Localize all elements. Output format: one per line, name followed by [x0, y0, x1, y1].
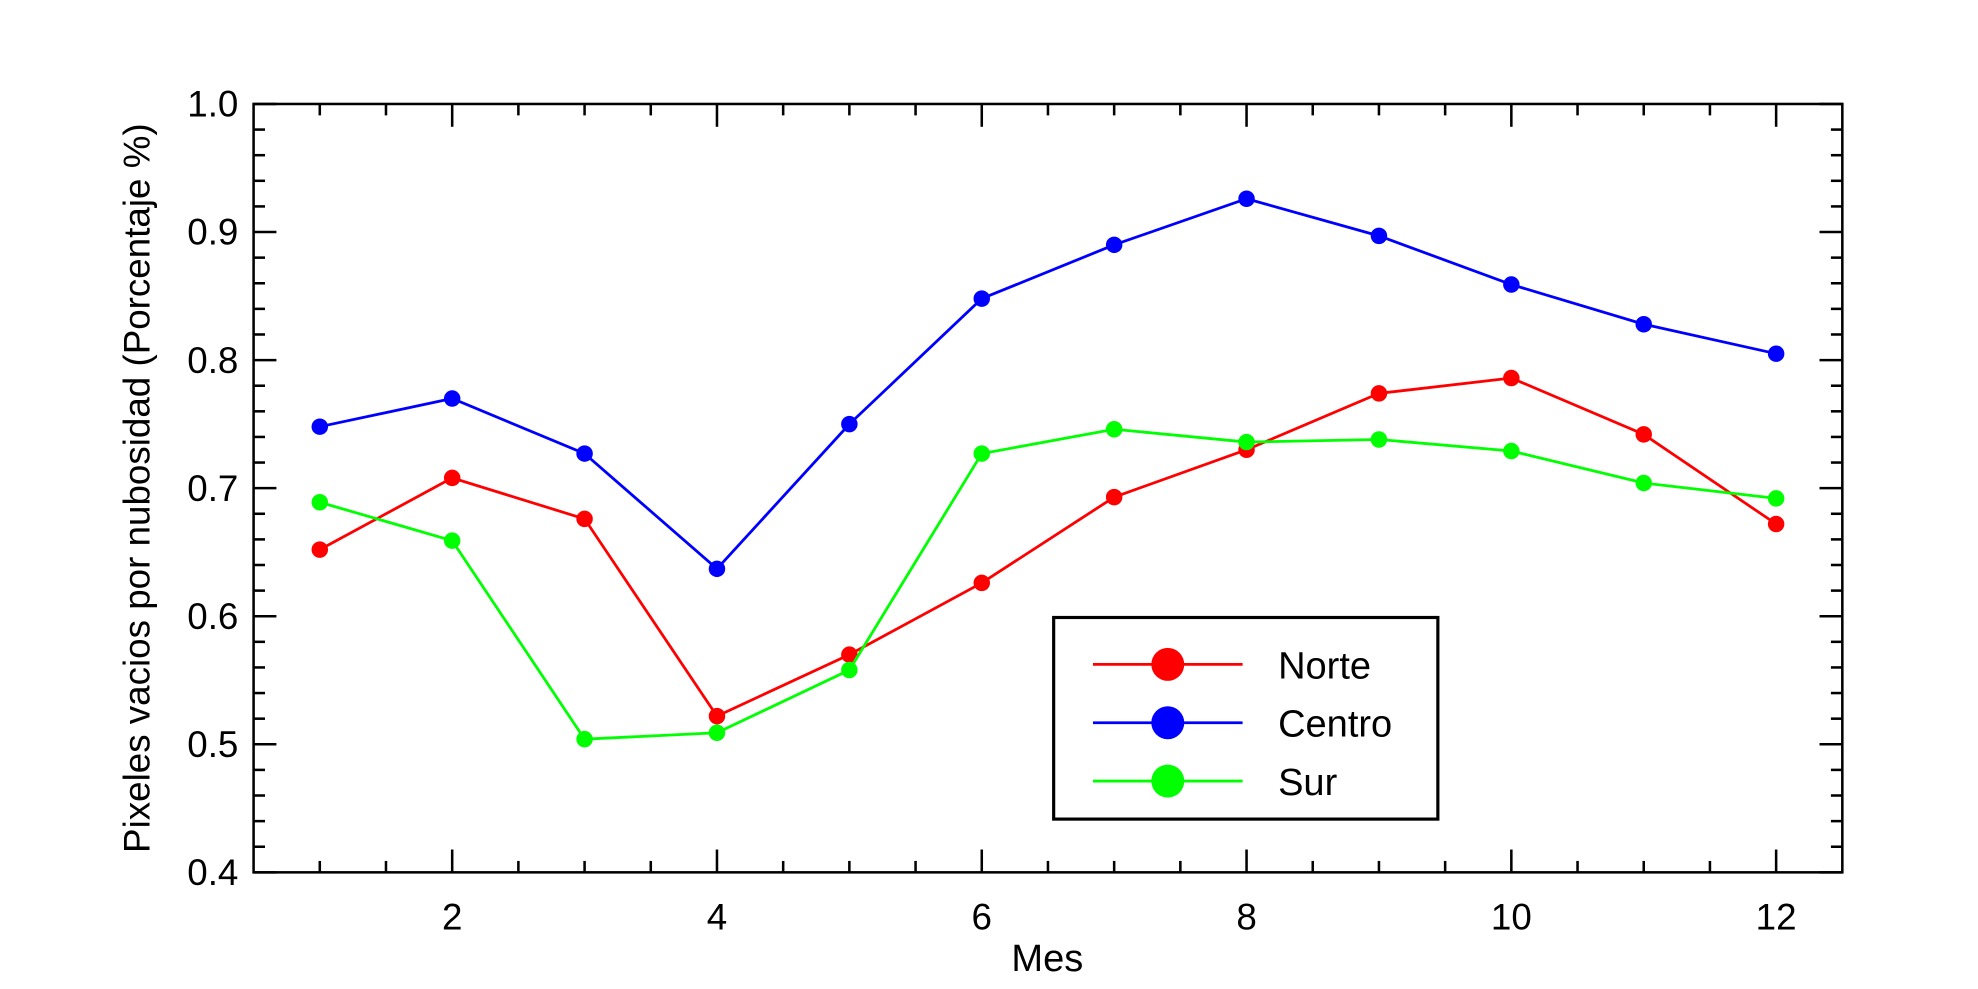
data-point: [1503, 442, 1520, 460]
plot-frame: [252, 102, 1844, 874]
legend: Norte Centro Sur: [1052, 615, 1440, 821]
legend-marker: [1151, 647, 1185, 681]
series-line: [319, 427, 1777, 741]
data-point: [443, 469, 461, 487]
data-point: [576, 730, 593, 748]
legend-label: Norte: [1278, 645, 1371, 687]
legend-box: [1052, 615, 1440, 821]
data-point: [1635, 474, 1652, 492]
data-point: [708, 724, 726, 742]
data-point: [708, 707, 726, 725]
data-point: [443, 390, 461, 407]
series-line: [319, 376, 1777, 718]
data-point: [841, 646, 858, 663]
y-tick-label: 0.9: [187, 212, 238, 253]
axis-ticks: 2 4 6 8 10 12 0.4 0.5 0.6 0.7 0.8 0.9 1.0: [187, 84, 1843, 937]
data-point: [576, 445, 593, 462]
x-tick-label: 6: [972, 896, 992, 937]
legend-label: Centro: [1278, 704, 1392, 746]
data-point: [973, 574, 991, 592]
data-point: [841, 661, 858, 679]
data-point: [1767, 490, 1785, 507]
data-point: [311, 541, 329, 558]
data-point: [841, 415, 858, 433]
legend-marker: [1151, 764, 1185, 798]
data-point: [1767, 515, 1785, 533]
y-tick-label: 0.8: [187, 340, 238, 381]
data-point: [576, 510, 593, 528]
data-point: [311, 494, 329, 511]
data-point: [1238, 433, 1255, 451]
y-axis-label: Pixeles vacios por nubosidad (Porcentaje…: [117, 123, 158, 853]
x-tick-label: 2: [442, 896, 462, 937]
y-tick-label: 0.4: [187, 852, 238, 893]
x-tick-label: 10: [1491, 896, 1532, 937]
data-point: [1370, 431, 1388, 448]
series-centro: [311, 190, 1785, 578]
data-point: [443, 532, 461, 549]
data-point: [1635, 426, 1652, 443]
data-point: [1105, 236, 1123, 254]
data-point: [311, 418, 329, 435]
data-point: [1503, 276, 1520, 293]
data-point: [1767, 345, 1785, 362]
y-tick-label: 0.7: [187, 468, 238, 509]
y-tick-label: 0.5: [187, 724, 238, 765]
series-sur: [311, 421, 1785, 748]
x-axis-label: Mes: [1011, 938, 1083, 980]
y-tick-label: 0.6: [187, 596, 238, 637]
series-line: [319, 197, 1777, 571]
data-point: [973, 445, 991, 462]
x-tick-label: 12: [1756, 896, 1797, 937]
data-point: [1105, 421, 1123, 438]
data-point: [1503, 369, 1520, 387]
data-point: [708, 560, 726, 578]
x-tick-label: 8: [1236, 896, 1256, 937]
series-norte: [311, 369, 1785, 725]
data-point: [1635, 315, 1652, 333]
legend-label: Sur: [1278, 762, 1337, 804]
legend-marker: [1151, 706, 1185, 740]
data-point: [973, 290, 991, 307]
series-group: [311, 190, 1785, 748]
data-point: [1238, 190, 1255, 207]
data-point: [1370, 227, 1388, 245]
data-point: [1370, 385, 1388, 402]
data-point: [1105, 488, 1123, 506]
x-tick-label: 4: [707, 896, 727, 937]
y-tick-label: 1.0: [187, 84, 238, 125]
